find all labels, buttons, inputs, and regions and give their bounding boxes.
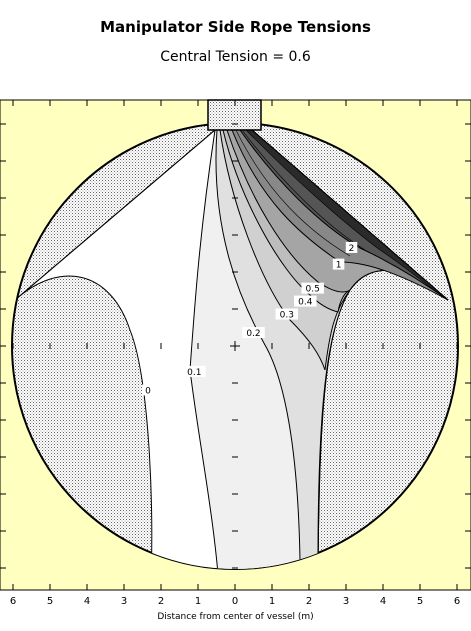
svg-text:0: 0 — [145, 386, 151, 396]
x-tick-label: 4 — [84, 596, 90, 607]
svg-text:0.1: 0.1 — [187, 368, 201, 378]
x-tick-label: 2 — [158, 596, 164, 607]
contour-labels: 0 0.1 0.2 0.3 0.4 0.5 12 — [142, 241, 358, 396]
x-tick-labels: 6 5 4 3 2 1 0 1 2 3 4 5 6 — [10, 596, 460, 607]
left-boundary-line — [14, 129, 216, 301]
contour-label: 0.3 — [275, 308, 299, 321]
svg-text:0.3: 0.3 — [280, 311, 294, 321]
x-axis-label: Distance from center of vessel (m) — [157, 612, 314, 622]
contour-line-a — [241, 129, 366, 251]
svg-text:2: 2 — [349, 244, 355, 254]
svg-text:1: 1 — [336, 261, 342, 271]
x-tick-label: 0 — [232, 596, 238, 607]
x-tick-label: 6 — [454, 596, 460, 607]
contour-label: 0.2 — [242, 327, 265, 339]
contour-label: 1 — [332, 258, 345, 271]
chart-title: Manipulator Side Rope Tensions — [100, 18, 371, 36]
contour-line-b — [235, 129, 351, 257]
x-tick-label: 4 — [380, 596, 386, 607]
axis-ticks — [0, 100, 471, 590]
top-port — [207, 99, 262, 131]
x-tick-label: 5 — [47, 596, 53, 607]
chart-subtitle: Central Tension = 0.6 — [160, 49, 311, 65]
x-tick-label: 3 — [121, 596, 127, 607]
contour-label: 0.4 — [294, 295, 317, 308]
right-boundary-line — [251, 129, 449, 301]
svg-text:0.4: 0.4 — [298, 298, 313, 308]
x-tick-label: 1 — [195, 596, 201, 607]
x-tick-label: 2 — [306, 596, 312, 607]
contour-label: 0 — [142, 384, 154, 396]
contour-label: 2 — [345, 241, 358, 254]
contour-label: 0.5 — [301, 282, 324, 295]
contour-region — [14, 129, 449, 569]
contour-label: 0.1 — [183, 365, 206, 378]
svg-text:0.5: 0.5 — [306, 285, 320, 295]
x-tick-label: 5 — [417, 596, 423, 607]
x-tick-label: 1 — [269, 596, 275, 607]
x-tick-label: 6 — [10, 596, 16, 607]
band-3 — [245, 129, 449, 301]
x-tick-label: 3 — [343, 596, 349, 607]
center-marker — [230, 341, 240, 351]
svg-text:0.2: 0.2 — [246, 329, 260, 339]
